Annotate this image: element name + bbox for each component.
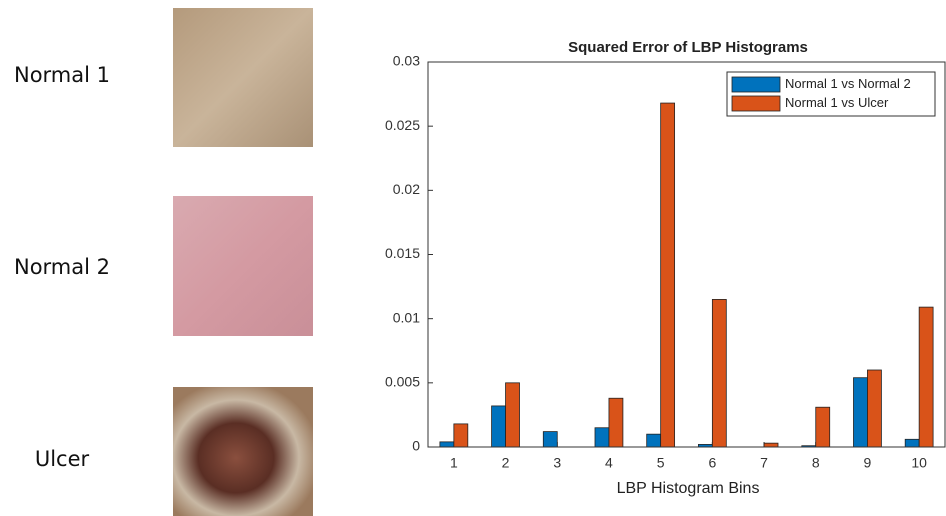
y-tick-label: 0.02 bbox=[393, 181, 420, 197]
bar bbox=[609, 398, 623, 447]
bar bbox=[492, 406, 506, 447]
x-tick-label: 7 bbox=[760, 455, 768, 471]
x-tick-label: 2 bbox=[502, 455, 510, 471]
x-axis-label: LBP Histogram Bins bbox=[617, 480, 760, 497]
chart-title: Squared Error of LBP Histograms bbox=[568, 39, 808, 56]
figure: Normal 1 Normal 2 Ulcer Squared Error of… bbox=[0, 0, 946, 516]
bar bbox=[506, 383, 520, 447]
bar bbox=[647, 434, 661, 447]
bar bbox=[905, 439, 919, 447]
bar bbox=[919, 307, 933, 447]
y-tick-label: 0.015 bbox=[385, 245, 420, 261]
bar bbox=[816, 407, 830, 447]
bar bbox=[764, 443, 778, 447]
photo-normal-2 bbox=[173, 196, 313, 336]
bar bbox=[595, 428, 609, 447]
x-tick-label: 6 bbox=[708, 455, 716, 471]
panel-label: Normal 1 bbox=[14, 63, 110, 87]
y-tick-label: 0.025 bbox=[385, 117, 420, 133]
x-tick-label: 4 bbox=[605, 455, 613, 471]
x-tick-label: 5 bbox=[657, 455, 665, 471]
x-tick-label: 3 bbox=[553, 455, 561, 471]
bar bbox=[712, 299, 726, 447]
bar bbox=[454, 424, 468, 447]
y-tick-label: 0 bbox=[412, 438, 420, 454]
x-tick-label: 9 bbox=[864, 455, 872, 471]
bar bbox=[440, 442, 454, 447]
photo-ulcer bbox=[173, 387, 313, 516]
panel-label: Normal 2 bbox=[14, 255, 110, 279]
y-tick-label: 0.03 bbox=[393, 53, 420, 69]
bar bbox=[853, 378, 867, 447]
panel-label: Ulcer bbox=[35, 447, 90, 471]
x-tick-label: 1 bbox=[450, 455, 458, 471]
y-tick-label: 0.01 bbox=[393, 309, 420, 325]
bar bbox=[543, 432, 557, 447]
bar bbox=[661, 103, 675, 447]
bar bbox=[867, 370, 881, 447]
photo-normal-1 bbox=[173, 8, 313, 147]
legend-label: Normal 1 vs Ulcer bbox=[785, 95, 889, 110]
y-tick-label: 0.005 bbox=[385, 374, 420, 390]
x-tick-label: 10 bbox=[911, 455, 927, 471]
legend-swatch bbox=[732, 77, 780, 92]
legend-label: Normal 1 vs Normal 2 bbox=[785, 76, 911, 91]
legend-swatch bbox=[732, 96, 780, 111]
x-tick-label: 8 bbox=[812, 455, 820, 471]
